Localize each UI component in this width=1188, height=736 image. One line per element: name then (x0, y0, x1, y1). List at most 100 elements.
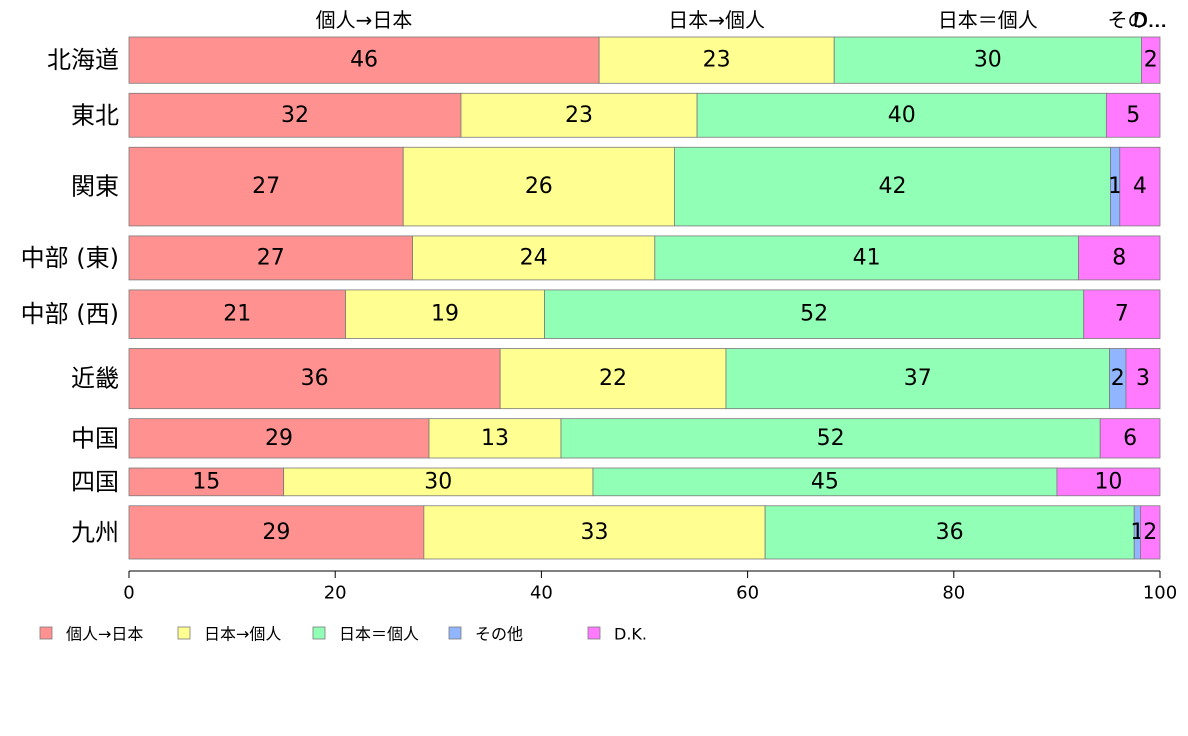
data-label: 32 (281, 103, 309, 128)
bar-row: 27 24 41 8 (128, 235, 1161, 281)
data-label: 45 (811, 469, 839, 494)
data-label: 33 (580, 520, 608, 545)
category-label: 北海道 (47, 46, 119, 74)
legend-label: 個人→日本 (66, 625, 143, 644)
x-tick-label: 20 (324, 583, 347, 604)
data-label: 23 (565, 103, 593, 128)
data-label: 27 (252, 174, 280, 199)
bar-segment (428, 418, 562, 459)
data-label: 21 (223, 302, 251, 327)
bar-row: 21 19 52 7 (128, 289, 1161, 339)
bar-segment (1125, 348, 1161, 410)
bar-segment (696, 92, 1107, 138)
legend-swatch (587, 626, 601, 640)
data-label: 1 (1108, 174, 1122, 199)
data-label: 5 (1126, 103, 1140, 128)
bar-segment (128, 505, 425, 560)
bar-row: 15 30 45 10 (128, 467, 1161, 497)
bar-segment (499, 348, 727, 410)
legend-swatch (39, 626, 53, 640)
data-label: 3 (1136, 366, 1150, 391)
column-header: D... (1133, 8, 1167, 32)
bar-row: 29 33 36 12 (128, 505, 1161, 560)
legend-label: 日本＝個人 (339, 625, 419, 644)
bar-segment (764, 505, 1135, 560)
category-label: 東北 (71, 101, 119, 129)
bar-segment (1078, 235, 1161, 281)
category-label: 中部 (西) (21, 300, 119, 328)
bar-segment (128, 235, 413, 281)
bar-segment (423, 505, 766, 560)
data-label: 24 (520, 245, 548, 270)
bar-segment (128, 418, 430, 459)
legend-item: その他 (448, 625, 523, 644)
column-headers: 個人→日本 日本→個人 日本＝個人 その...D... (316, 8, 1168, 32)
legend-swatch (448, 626, 462, 640)
bars: 46 23 30 232 23 40 527 26 42 1 427 24 41 821 19 52 736 22… (128, 36, 1161, 560)
bar-segment (1119, 146, 1161, 227)
legend-label: 日本→個人 (204, 625, 281, 644)
bar-segment (412, 235, 656, 281)
data-label: 52 (800, 302, 828, 327)
x-tick-label: 100 (1143, 583, 1177, 604)
x-tick-label: 60 (736, 583, 759, 604)
data-label: 30 (974, 48, 1002, 73)
category-label: 九州 (71, 518, 119, 546)
data-label: 36 (936, 520, 964, 545)
legend-swatch (312, 626, 326, 640)
bar-row: 46 23 30 2 (128, 36, 1161, 84)
data-label: 15 (192, 469, 220, 494)
bar-segment (592, 467, 1058, 497)
legend-item: 個人→日本 (39, 625, 143, 644)
bar-segment (128, 146, 404, 227)
legend-item: D.K. (587, 625, 647, 644)
bar-segment (1105, 92, 1161, 138)
data-label: 19 (431, 302, 459, 327)
data-label: 2 (1143, 520, 1157, 545)
bar-segment (345, 289, 545, 339)
bar-segment (1141, 36, 1161, 84)
data-label: 13 (481, 426, 509, 451)
bar-segment (560, 418, 1101, 459)
data-label: 26 (525, 174, 553, 199)
bar-row: 36 22 37 2 3 (128, 348, 1161, 410)
x-tick-label: 40 (530, 583, 553, 604)
bar-segment (544, 289, 1085, 339)
data-label: 29 (265, 426, 293, 451)
bar-row: 32 23 40 5 (128, 92, 1161, 138)
category-label: 中部 (東) (21, 244, 119, 272)
bar-segment (402, 146, 675, 227)
data-label: 41 (853, 245, 881, 270)
data-label: 36 (301, 366, 329, 391)
category-label: 関東 (71, 173, 119, 201)
legend-swatch (177, 626, 191, 640)
column-header: 日本→個人 (668, 8, 765, 32)
data-label: 8 (1112, 245, 1126, 270)
data-label: 52 (817, 426, 845, 451)
bar-segment (128, 92, 462, 138)
data-label: 2 (1111, 366, 1125, 391)
bar-segment (1099, 418, 1161, 459)
bar-segment (283, 467, 594, 497)
legend: 個人→日本 日本→個人 日本＝個人 その他 D.K. (39, 625, 647, 644)
column-header: 日本＝個人 (938, 8, 1038, 32)
data-label: 22 (599, 366, 627, 391)
bar-segment (1056, 467, 1161, 497)
data-label: 30 (424, 469, 452, 494)
category-label: 四国 (71, 468, 119, 496)
bar-segment (128, 36, 600, 84)
data-label: 7 (1115, 302, 1129, 327)
x-tick-label: 0 (123, 583, 134, 604)
bar-segment (128, 467, 285, 497)
data-label: 46 (350, 48, 378, 73)
data-label: 27 (257, 245, 285, 270)
bar-segment (1140, 505, 1161, 560)
data-label: 40 (888, 103, 916, 128)
data-label: 37 (904, 366, 932, 391)
category-label: 中国 (71, 424, 119, 452)
bar-segment (725, 348, 1110, 410)
bar-segment (833, 36, 1142, 84)
column-header: その... (1107, 8, 1166, 32)
data-label: 23 (703, 48, 731, 73)
